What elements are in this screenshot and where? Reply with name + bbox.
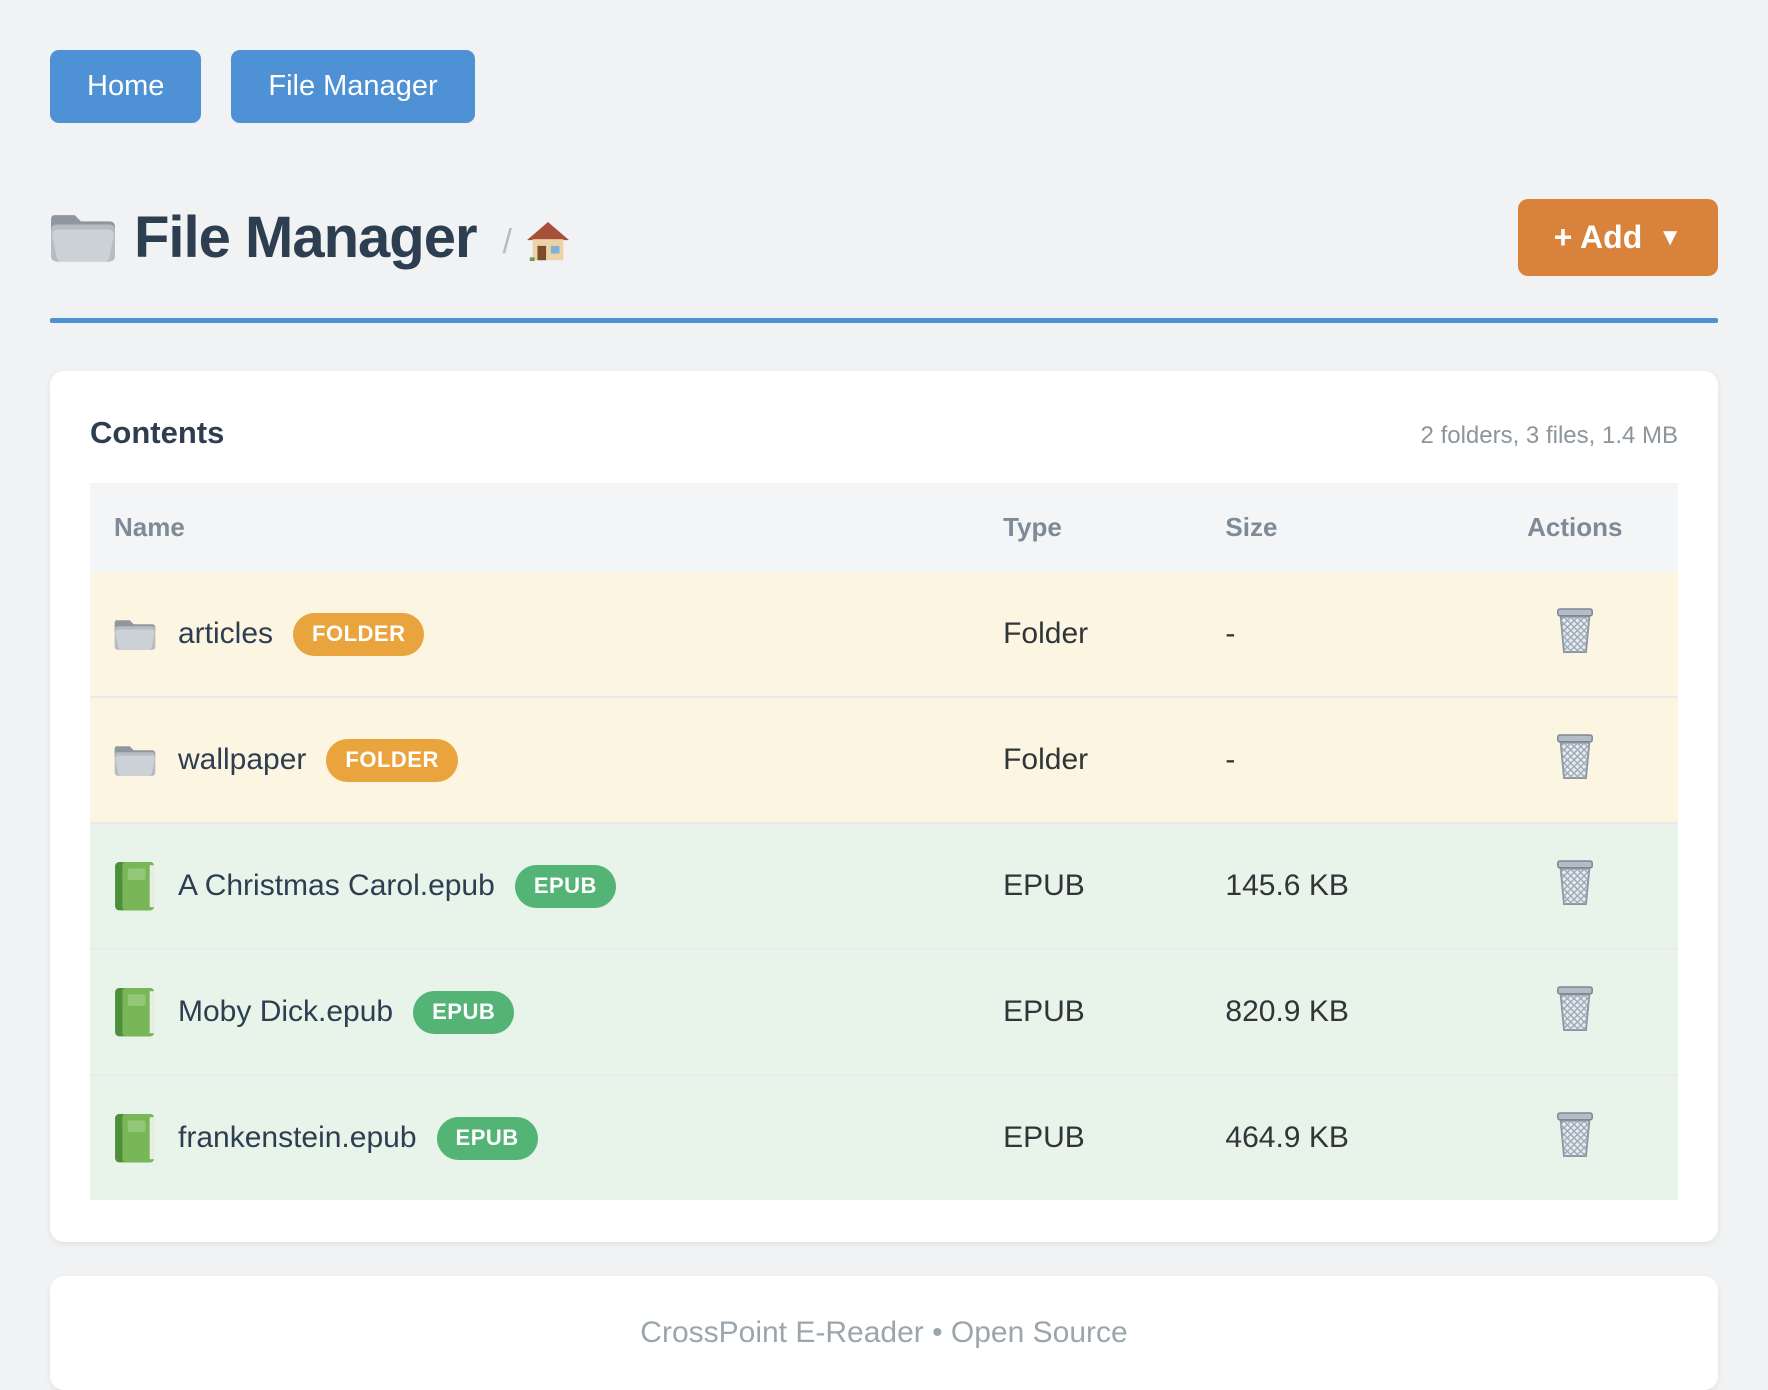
name-cell: wallpaper FOLDER: [90, 697, 1003, 823]
trash-icon: [1554, 985, 1596, 1033]
size-cell: 820.9 KB: [1225, 995, 1349, 1028]
column-header-name: Name: [90, 483, 1004, 572]
folder-icon: [50, 210, 116, 266]
contents-card: Contents 2 folders, 3 files, 1.4 MB Name…: [50, 371, 1718, 1242]
add-button[interactable]: + Add ▼: [1517, 199, 1718, 276]
file-name: A Christmas Carol.epub: [178, 869, 495, 902]
page-title: File Manager: [134, 205, 478, 270]
trash-button[interactable]: [1548, 1109, 1602, 1161]
nav-button-file-manager[interactable]: File Manager: [231, 50, 475, 123]
type-cell: EPUB: [1003, 869, 1085, 902]
trash-button[interactable]: [1548, 857, 1602, 909]
name-cell: A Christmas Carol.epub EPUB: [90, 823, 1003, 949]
size-cell: 464.9 KB: [1225, 1121, 1349, 1154]
contents-summary: 2 folders, 3 files, 1.4 MB: [1420, 422, 1678, 449]
column-header-actions: Actions: [1471, 483, 1678, 572]
file-name: frankenstein.epub: [178, 1121, 417, 1154]
name-cell: Moby Dick.epub EPUB: [90, 949, 1003, 1075]
trash-icon: [1554, 859, 1596, 907]
type-badge: FOLDER: [326, 738, 458, 782]
contents-heading: Contents: [90, 415, 225, 450]
page-header: File Manager / + Add ▼: [50, 199, 1718, 276]
trash-icon: [1554, 1111, 1596, 1159]
table-row[interactable]: Moby Dick.epub EPUB EPUB 820.9 KB: [90, 949, 1678, 1075]
table-row[interactable]: articles FOLDER Folder -: [90, 572, 1678, 697]
file-table-body: articles FOLDER Folder - wallpaper: [90, 572, 1678, 1200]
type-badge: EPUB: [413, 990, 515, 1034]
name-cell: articles FOLDER: [90, 572, 1003, 697]
trash-icon: [1554, 607, 1596, 655]
size-cell: 145.6 KB: [1225, 869, 1349, 902]
trash-button[interactable]: [1548, 983, 1602, 1035]
type-cell: EPUB: [1003, 995, 1085, 1028]
type-cell: Folder: [1003, 743, 1089, 776]
caret-down-icon: ▼: [1658, 223, 1682, 251]
type-badge: EPUB: [514, 864, 616, 908]
breadcrumb-separator: /: [502, 223, 512, 261]
folder-icon: [114, 610, 156, 658]
column-header-size: Size: [1225, 483, 1472, 572]
trash-icon: [1554, 733, 1596, 781]
table-header-row: Name Type Size Actions: [90, 483, 1678, 572]
type-badge: EPUB: [436, 1116, 538, 1160]
nav-button-home[interactable]: Home: [50, 50, 202, 123]
file-name: wallpaper: [178, 743, 307, 776]
file-name: articles: [178, 617, 274, 650]
file-name: Moby Dick.epub: [178, 995, 394, 1028]
top-nav: Home File Manager: [50, 50, 1718, 123]
file-table: Name Type Size Actions articles FOLDER F…: [90, 483, 1678, 1200]
green-book-icon: [114, 861, 156, 911]
green-book-icon: [114, 987, 156, 1037]
type-cell: Folder: [1003, 617, 1089, 650]
table-row[interactable]: frankenstein.epub EPUB EPUB 464.9 KB: [90, 1075, 1678, 1200]
trash-button[interactable]: [1548, 605, 1602, 657]
column-header-type: Type: [1003, 483, 1226, 572]
header-divider: [50, 318, 1718, 323]
size-cell: -: [1225, 617, 1236, 650]
size-cell: -: [1225, 743, 1236, 776]
name-cell: frankenstein.epub EPUB: [90, 1075, 1003, 1200]
footer-text: CrossPoint E-Reader • Open Source: [640, 1316, 1128, 1349]
add-button-label: + Add: [1553, 219, 1643, 255]
green-book-icon: [114, 1113, 156, 1163]
footer: CrossPoint E-Reader • Open Source: [50, 1276, 1718, 1390]
folder-icon: [114, 736, 156, 784]
trash-button[interactable]: [1548, 731, 1602, 783]
table-row[interactable]: A Christmas Carol.epub EPUB EPUB 145.6 K…: [90, 823, 1678, 949]
house-icon[interactable]: [526, 221, 570, 263]
type-badge: FOLDER: [293, 612, 425, 656]
type-cell: EPUB: [1003, 1121, 1085, 1154]
table-row[interactable]: wallpaper FOLDER Folder -: [90, 697, 1678, 823]
